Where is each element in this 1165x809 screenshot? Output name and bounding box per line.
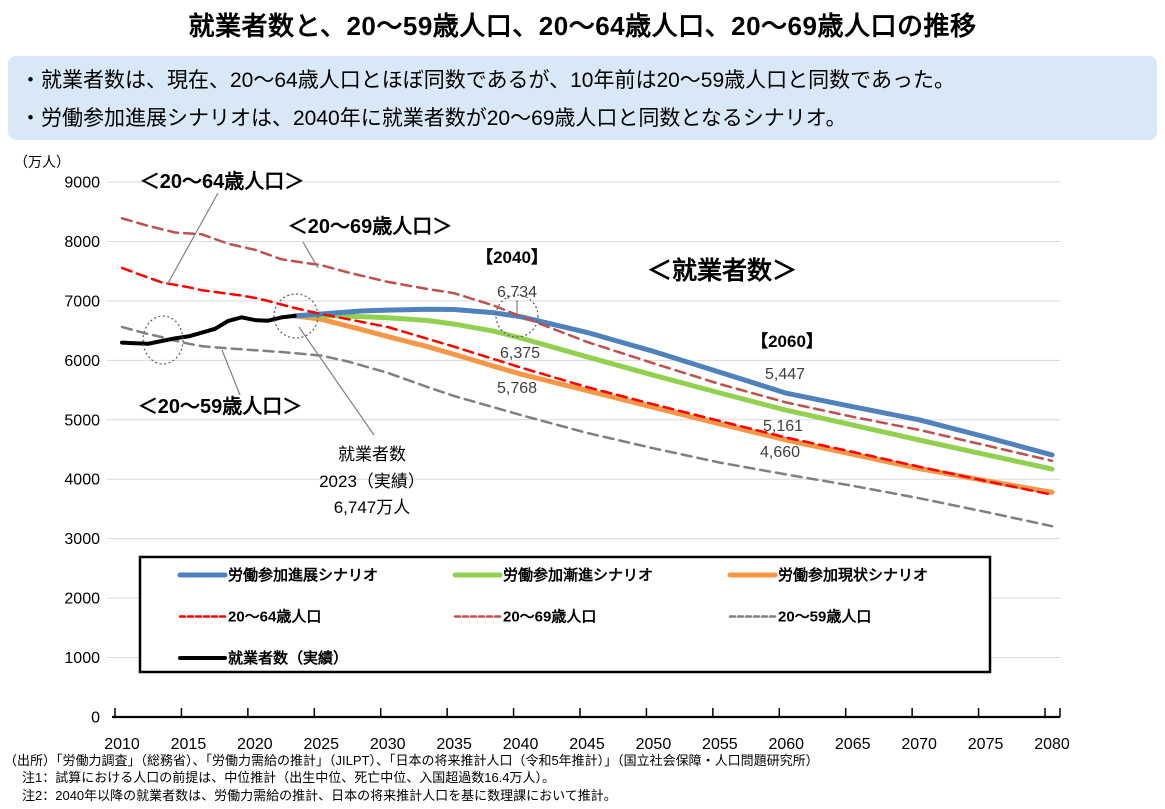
- label-pop-20-69: ＜20～69歳人口＞: [288, 214, 453, 238]
- x-tick-label-2020: 2020: [237, 736, 273, 753]
- connector-line-employed-2023: [298, 326, 375, 436]
- employed-2023-line1: 就業者数: [338, 445, 406, 464]
- series-scenario-genjo: [292, 313, 1055, 495]
- value-2040-zenshin: 6,375: [500, 345, 540, 362]
- y-axis-unit-label: （万人）: [14, 154, 70, 170]
- y-tick-label-1000: 1000: [64, 650, 100, 667]
- y-tick-label-0: 0: [91, 710, 100, 727]
- series-pop-20-69: [120, 217, 1054, 463]
- legend-label-3: 20～64歳人口: [228, 608, 321, 626]
- x-tick-label-2035: 2035: [436, 736, 472, 753]
- label-employed-series: ＜就業者数＞: [647, 257, 797, 285]
- y-tick-label-6000: 6000: [64, 353, 100, 370]
- x-tick-label-2010: 2010: [104, 736, 140, 753]
- y-tick-label-7000: 7000: [64, 293, 100, 310]
- y-tick-label-3000: 3000: [64, 531, 100, 548]
- highlight-circle-2040: [495, 294, 539, 338]
- value-2040-shinten: 6,734: [497, 284, 537, 301]
- y-tick-label-5000: 5000: [64, 412, 100, 429]
- label-pop-20-64: ＜20～64歳人口＞: [140, 169, 305, 193]
- y-tick-label-9000: 9000: [64, 175, 100, 192]
- y-tick-label-2000: 2000: [64, 591, 100, 608]
- value-2060-shinten: 5,447: [765, 366, 805, 383]
- milestone-2060-title: 【2060】: [751, 331, 823, 351]
- x-tick-label-2015: 2015: [171, 736, 207, 753]
- series-pop-20-59: [120, 325, 1054, 528]
- x-tick-label-2055: 2055: [702, 736, 738, 753]
- legend-label-1: 労働参加漸進シナリオ: [503, 566, 653, 584]
- connector-line-2064: [166, 192, 219, 286]
- x-tick-label-2050: 2050: [636, 736, 672, 753]
- highlight-circle-2013: [142, 315, 184, 365]
- series-pop-20-64: [120, 266, 1054, 496]
- series-employed-actual: [120, 313, 297, 346]
- x-tick-label-2065: 2065: [835, 736, 871, 753]
- employed-2023-line3: 6,747万人: [334, 498, 411, 517]
- employed-2023-line2: 2023（実績）: [319, 472, 425, 491]
- legend-box: [138, 555, 992, 674]
- series-scenario-shinten: [292, 306, 1055, 458]
- footer-note-2: 注2：2040年以降の就業者数は、労働力需給の推計、日本の将来推計人口を基に数理…: [22, 788, 617, 803]
- legend-label-2: 労働参加現状シナリオ: [778, 566, 928, 584]
- connector-line-2059: [221, 349, 241, 396]
- x-tick-label-2025: 2025: [303, 736, 339, 753]
- legend-label-5: 20～59歳人口: [778, 608, 871, 626]
- series-scenario-zenshin: [292, 313, 1055, 472]
- x-tick-label-2080: 2080: [1034, 736, 1070, 753]
- x-tick-label-2045: 2045: [569, 736, 605, 753]
- milestone-2040-title: 【2040】: [476, 247, 548, 267]
- x-tick-label-2075: 2075: [968, 736, 1004, 753]
- y-tick-label-4000: 4000: [64, 472, 100, 489]
- footer-note-1: 注1：試算における人口の前提は、中位推計（出生中位、死亡中位、入国超過数16.4…: [22, 770, 556, 785]
- legend: 労働参加進展シナリオ 労働参加漸進シナリオ 労働参加現状シナリオ 20～64歳人口 20…: [138, 555, 992, 674]
- value-2060-zenshin: 5,161: [763, 418, 803, 435]
- footer-source: （出所）「労働力調査」（総務省）、「労働力需給の推計」（JILPT）、「日本の将…: [4, 753, 819, 768]
- legend-label-0: 労働参加進展シナリオ: [228, 566, 378, 584]
- line-chart: 0 1000 2000 3000 4000 5000 6000 7000 8000 9000 201…: [14, 154, 1070, 754]
- page-title: 就業者数と、20～59歳人口、20～64歳人口、20～69歳人口の推移: [188, 11, 977, 41]
- summary-callout: ・就業者数は、現在、20～64歳人口とほぼ同数であるが、10年前は20～59歳人…: [8, 56, 1157, 140]
- value-2060-genjo: 4,660: [760, 444, 800, 461]
- axes: 0 1000 2000 3000 4000 5000 6000 7000 8000 9000 201…: [64, 175, 1069, 754]
- connector-line-2069: [302, 241, 319, 269]
- x-tick-label-2070: 2070: [901, 736, 937, 753]
- callout-bullet-2: ・労働参加進展シナリオは、2040年に就業者数が20～69歳人口と同数となるシナ…: [20, 107, 847, 130]
- label-pop-20-59: ＜20～59歳人口＞: [138, 394, 303, 418]
- legend-label-6: 就業者数（実績）: [228, 649, 348, 667]
- value-2040-genjo: 5,768: [497, 380, 537, 397]
- y-tick-label-8000: 8000: [64, 234, 100, 251]
- series-lines: [120, 217, 1055, 528]
- callout-bullet-1: ・就業者数は、現在、20～64歳人口とほぼ同数であるが、10年前は20～59歳人…: [20, 69, 955, 92]
- x-tick-label-2060: 2060: [768, 736, 804, 753]
- x-tick-label-2040: 2040: [503, 736, 539, 753]
- highlight-circle-2023: [273, 293, 319, 339]
- legend-label-4: 20～69歳人口: [503, 608, 596, 626]
- x-tick-label-2030: 2030: [370, 736, 406, 753]
